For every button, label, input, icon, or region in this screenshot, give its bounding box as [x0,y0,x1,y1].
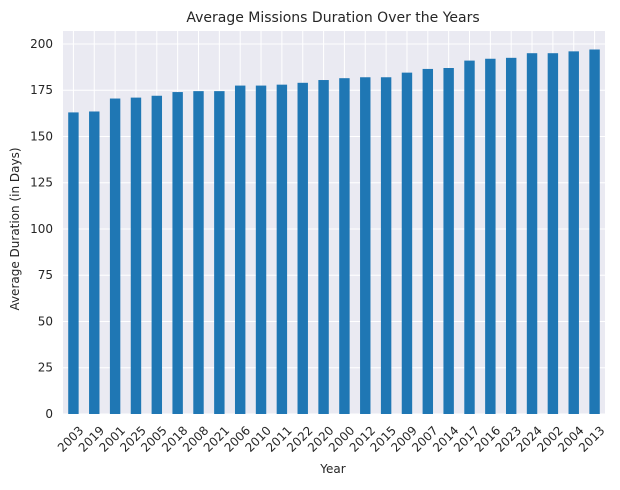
bar-2015 [380,77,392,414]
bar-2007 [422,68,434,414]
y-tick-label: 175 [30,83,53,97]
bar-2000 [339,78,350,415]
bar-2002 [547,53,559,414]
bar-2024 [526,53,538,414]
bar-2016 [485,58,496,414]
y-tick-label: 25 [38,361,53,375]
bar-2017 [464,60,475,414]
bar-2014 [443,68,454,415]
bar-2003 [68,112,79,414]
y-tick-label: 100 [30,222,53,236]
y-axis-label: Average Duration (in Days) [8,147,22,310]
bar-2025 [130,97,142,414]
bar-2012 [360,77,371,414]
y-axis-ticks: 0 25 50 75 100 125 150 175 200 [30,37,53,421]
bar-2006 [234,85,246,414]
bar-2022 [297,82,308,414]
bar-2009 [401,72,413,414]
y-tick-label: 200 [30,37,53,51]
x-axis-label: Year [319,462,345,476]
bar-2020 [318,80,329,414]
bar-2019 [89,111,100,414]
bar-2001 [109,98,121,414]
bar-2008 [193,91,204,415]
bar-2023 [505,57,517,415]
x-axis-ticks: 2003201920012025200520182008202120062010… [55,423,608,454]
bar-2004 [568,51,579,414]
bar-2021 [214,91,225,415]
y-tick-label: 0 [45,407,53,421]
chart-title: Average Missions Duration Over the Years [186,10,479,26]
bar-2010 [255,85,267,414]
bar-2005 [151,95,163,414]
y-tick-label: 125 [30,176,53,190]
bar-2018 [172,92,183,414]
bar-2011 [276,84,288,414]
bars [68,49,600,415]
bar-2013 [589,49,600,415]
plot-background [63,31,605,414]
y-tick-label: 75 [38,268,53,282]
y-tick-label: 50 [38,314,53,328]
y-tick-label: 150 [30,129,53,143]
